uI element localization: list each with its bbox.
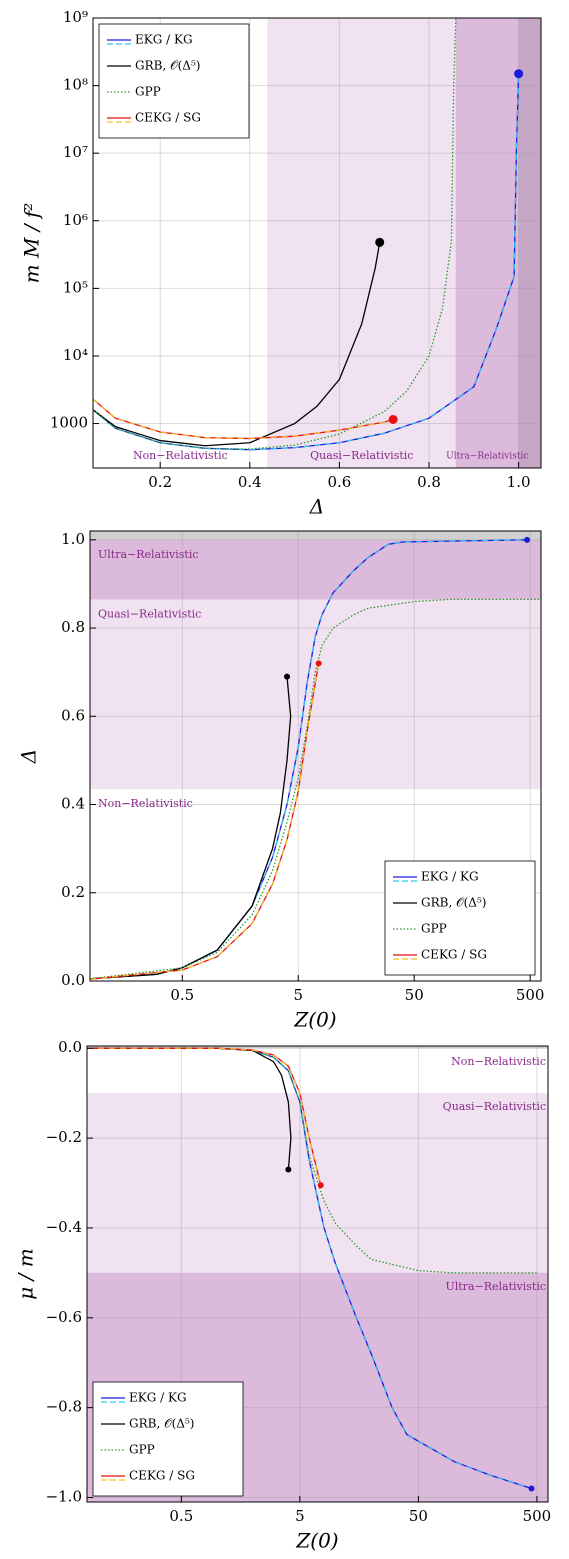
y-tick-label: 0.6 (61, 706, 85, 724)
panel: 0.2 0.4 0.6 0.8 1.0 1000 10⁴ 10⁵ 10⁶ 10⁷ 10⁸ 10⁹ Non… (20, 8, 542, 519)
legend: EKG / KG GRB, 𝒪(Δ⁵) GPP CEKG / SG (92, 1381, 244, 1497)
plot-frame (92, 17, 542, 469)
legend-box (92, 1381, 244, 1497)
y-tick-label: 1000 (50, 414, 88, 432)
series-overlay (93, 398, 394, 440)
legend-label: EKG / KG (135, 33, 193, 47)
y-tick-label: −0.2 (46, 1128, 82, 1146)
y-tick-label: 10⁷ (63, 143, 88, 161)
end-marker (528, 1485, 535, 1492)
series-overlay (87, 1047, 322, 1186)
region (90, 599, 541, 790)
panel: 0.5 5 50 500 0.0 0.2 0.4 0.6 0.8 1.0 Non−Relativis… (17, 530, 545, 1032)
y-axis-title: Δ (17, 749, 41, 764)
x-axis-title: Δ (309, 495, 324, 519)
legend-label: GRB, 𝒪(Δ⁵) (135, 59, 200, 73)
plot-frame (86, 1045, 549, 1503)
end-marker (317, 1182, 324, 1189)
legend-label: GPP (135, 85, 161, 99)
x-tick-label: 500 (523, 1507, 552, 1525)
region-label: Ultra−Relativistic (446, 452, 528, 462)
end-marker (514, 69, 524, 79)
x-tick-label: 50 (405, 986, 424, 1004)
y-tick-label: 0.4 (61, 795, 85, 813)
x-tick-label: 500 (516, 986, 545, 1004)
y-tick-label: −0.8 (46, 1398, 82, 1416)
legend: EKG / KG GRB, 𝒪(Δ⁵) GPP CEKG / SG (98, 23, 250, 139)
y-tick-label: 10⁹ (63, 8, 88, 26)
region (87, 1048, 548, 1094)
series-overlay (87, 1047, 532, 1490)
legend-label: EKG / KG (421, 870, 479, 884)
x-axis-title: Z(0) (293, 1008, 336, 1032)
series-overlay (90, 663, 320, 980)
x-tick-label: 0.8 (417, 473, 441, 491)
x-tick-label: 0.5 (169, 1507, 193, 1525)
legend-label: CEKG / SG (135, 111, 201, 125)
end-marker (375, 237, 385, 247)
end-marker (285, 1166, 292, 1173)
x-tick-label: 0.4 (238, 473, 262, 491)
y-tick-label: 10⁸ (63, 76, 88, 94)
y-tick-label: 0.2 (61, 883, 85, 901)
panel: 0.5 5 50 500 0.0 −0.2 −0.4 −0.6 −0.8 −1.0 Non−Rela… (14, 1038, 552, 1552)
legend-label: CEKG / SG (129, 1469, 195, 1483)
y-tick-label: 10⁶ (63, 211, 88, 229)
legend-label: GPP (421, 922, 447, 936)
y-tick-label: 10⁴ (63, 346, 88, 364)
end-marker (388, 414, 398, 424)
y-tick-label: 0.8 (61, 618, 85, 636)
y-axis-title: m M / f² (20, 203, 44, 284)
legend-box (384, 860, 536, 976)
y-tick-label: −1.0 (46, 1488, 82, 1506)
end-marker (315, 660, 322, 667)
region-label: Ultra−Relativistic (98, 548, 199, 561)
x-tick-label: 0.6 (327, 473, 351, 491)
region (267, 18, 456, 468)
series-line (93, 242, 381, 447)
region-label: Non−Relativistic (451, 1055, 546, 1068)
x-tick-label: 5 (293, 986, 303, 1004)
region (87, 1093, 548, 1273)
y-tick-label: 10⁵ (63, 278, 88, 296)
series-overlay (93, 73, 520, 451)
legend-label: GRB, 𝒪(Δ⁵) (129, 1417, 194, 1431)
x-tick-label: 1.0 (507, 473, 531, 491)
x-tick-label: 5 (295, 1507, 305, 1525)
region-label: Ultra−Relativistic (445, 1280, 546, 1293)
y-axis-title: μ / m (14, 1248, 38, 1299)
region-label: Non−Relativistic (133, 449, 228, 462)
y-tick-label: 1.0 (61, 530, 85, 548)
region-label: Quasi−Relativistic (310, 449, 413, 462)
y-tick-label: 0.0 (58, 1038, 82, 1056)
series-line (87, 1047, 537, 1274)
legend-label: EKG / KG (129, 1391, 187, 1405)
end-marker (524, 536, 531, 543)
legend: EKG / KG GRB, 𝒪(Δ⁵) GPP CEKG / SG (384, 860, 536, 976)
legend-box (98, 23, 250, 139)
y-tick-label: 0.0 (61, 971, 85, 989)
region-label: Quasi−Relativistic (443, 1100, 546, 1113)
series-line (90, 598, 541, 980)
x-tick-label: 0.5 (170, 986, 194, 1004)
y-tick-label: −0.4 (46, 1218, 82, 1236)
x-tick-label: 0.2 (148, 473, 172, 491)
end-marker (284, 673, 291, 680)
x-tick-label: 50 (409, 1507, 428, 1525)
legend-label: GPP (129, 1443, 155, 1457)
region-label: Quasi−Relativistic (98, 607, 201, 620)
legend-label: CEKG / SG (421, 948, 487, 962)
plot-frame (89, 530, 542, 982)
legend-label: GRB, 𝒪(Δ⁵) (421, 896, 486, 910)
region (90, 539, 541, 600)
region (455, 18, 519, 468)
region-label: Non−Relativistic (98, 797, 193, 810)
y-tick-label: −0.6 (46, 1308, 82, 1326)
x-axis-title: Z(0) (295, 1529, 338, 1553)
